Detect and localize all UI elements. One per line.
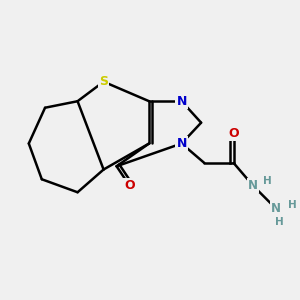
Text: N: N	[176, 137, 187, 150]
Text: H: H	[288, 200, 297, 210]
Text: H: H	[275, 217, 284, 226]
Text: S: S	[99, 75, 108, 88]
Text: N: N	[271, 202, 281, 215]
Text: O: O	[124, 179, 135, 192]
Text: N: N	[248, 179, 258, 192]
Text: O: O	[228, 127, 239, 140]
Text: H: H	[263, 176, 272, 186]
Text: N: N	[176, 95, 187, 108]
